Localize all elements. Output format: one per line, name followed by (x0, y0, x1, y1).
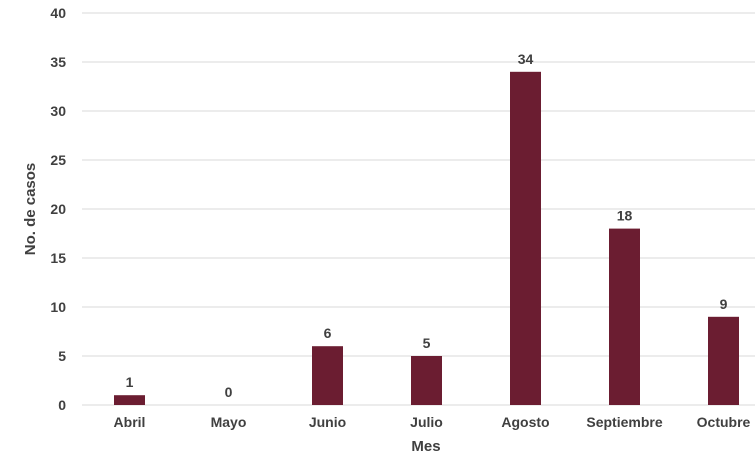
y-tick-label: 40 (50, 5, 66, 21)
y-tick-label: 5 (58, 348, 66, 364)
data-label: 9 (720, 296, 728, 312)
data-label: 18 (617, 208, 633, 224)
bar (708, 316, 739, 405)
x-tick-label: Octubre (697, 414, 751, 430)
y-axis-ticks: 0 5 10 15 20 25 30 35 40 (50, 5, 66, 413)
x-tick-label: Julio (410, 414, 443, 430)
y-axis-title: No. de casos (22, 163, 39, 256)
data-label: 1 (126, 374, 134, 390)
data-label: 34 (518, 51, 534, 67)
bar (411, 356, 442, 405)
y-tick-label: 15 (50, 250, 66, 266)
y-tick-label: 30 (50, 103, 66, 119)
data-labels: 1 0 6 5 34 18 9 (126, 51, 728, 400)
gridlines (82, 12, 755, 406)
x-tick-label: Junio (309, 414, 346, 430)
bar (609, 228, 640, 405)
x-axis-ticks: Abril Mayo Junio Julio Agosto Septiembre Octub… (114, 414, 751, 430)
x-tick-label: Agosto (501, 414, 549, 430)
bar (510, 71, 541, 406)
x-tick-label: Septiembre (586, 414, 662, 430)
y-tick-label: 10 (50, 299, 66, 315)
x-axis-title: Mes (411, 438, 440, 454)
bar (312, 346, 343, 405)
y-tick-label: 0 (58, 397, 66, 413)
x-tick-label: Abril (114, 414, 146, 430)
x-tick-label: Mayo (211, 414, 247, 430)
y-tick-label: 35 (50, 54, 66, 70)
data-label: 5 (423, 335, 431, 351)
bar (114, 395, 145, 405)
data-label: 6 (324, 325, 332, 341)
y-tick-label: 20 (50, 201, 66, 217)
y-tick-label: 25 (50, 152, 66, 168)
bars (114, 71, 739, 406)
data-label: 0 (225, 384, 233, 400)
